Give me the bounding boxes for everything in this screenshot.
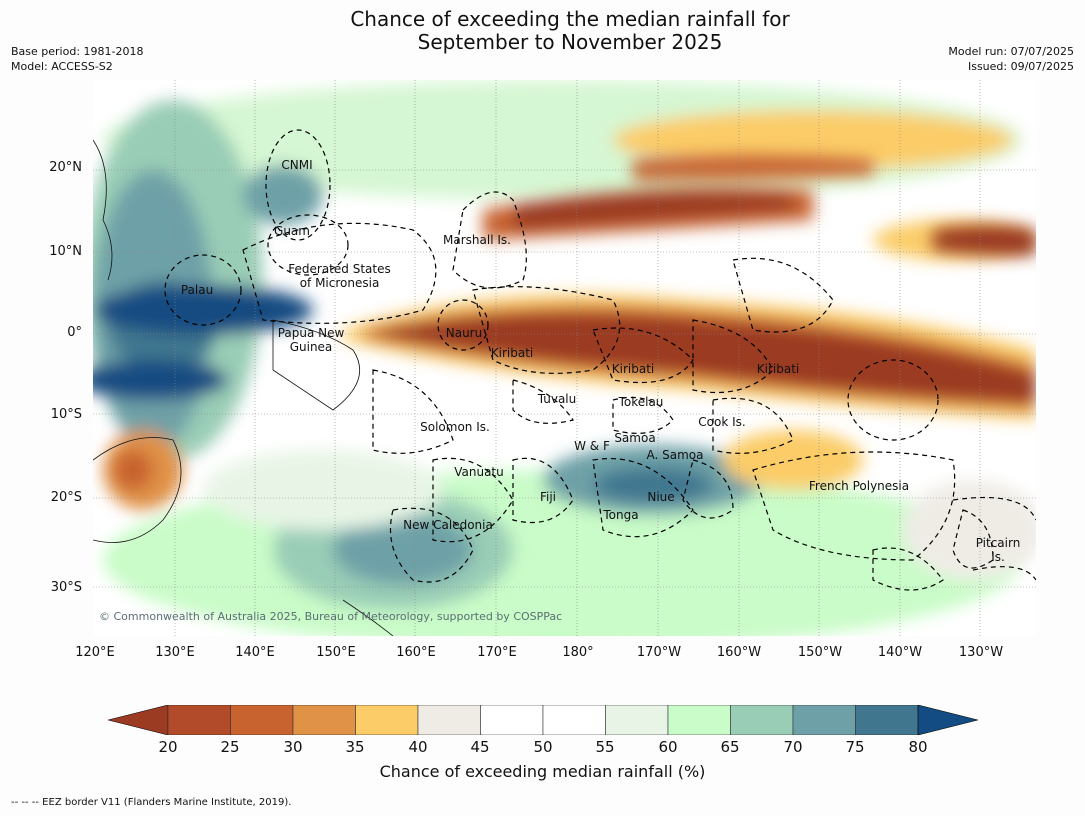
colorbar-cell: [667, 705, 731, 735]
label-pitcairn-is: Pitcairn Is.: [975, 536, 1021, 564]
cb-tick-25: 25: [220, 738, 240, 756]
colorbar-cell: [417, 705, 481, 735]
lat-tick-30s: 30°S: [50, 580, 82, 595]
cb-tick-70: 70: [783, 738, 803, 756]
colorbar-high-arrow: [917, 705, 978, 735]
cb-tick-60: 60: [658, 738, 678, 756]
dry-band: [343, 155, 1036, 420]
lon-tick-170w: 170°W: [636, 645, 682, 660]
label-vanuatu: Vanuatu: [454, 465, 504, 479]
colorbar-cell: [355, 705, 419, 735]
model-name: Model: ACCESS-S2: [11, 60, 113, 73]
label-a-samoa: A. Samoa: [646, 448, 704, 462]
rainfall-map: [93, 80, 1036, 636]
title-line-1: Chance of exceeding the median rainfall …: [350, 7, 790, 31]
eez-footnote: -- -- -- EEZ border V11 (Flanders Marine…: [11, 797, 292, 808]
lon-tick-120e: 120°E: [75, 645, 115, 660]
label-w-and-f: W & F: [574, 439, 610, 453]
cb-tick-80: 80: [908, 738, 928, 756]
label-fiji: Fiji: [539, 490, 557, 504]
label-tuvalu: Tuvalu: [537, 392, 577, 406]
lon-tick-180: 180°: [562, 645, 594, 660]
colorbar-cell: [605, 705, 669, 735]
meta-right: Model run: 07/07/2025 Issued: 09/07/2025: [948, 44, 1074, 74]
colorbar-cells: [167, 705, 919, 735]
cb-tick-30: 30: [283, 738, 303, 756]
label-samoa: Samoa: [614, 431, 656, 445]
lon-tick-160e: 160°E: [396, 645, 436, 660]
colorbar-cell: [792, 705, 856, 735]
label-png: Papua New Guinea: [277, 326, 345, 354]
colorbar-cell: [730, 705, 794, 735]
label-palau: Palau: [180, 283, 214, 297]
graticule: [93, 80, 1036, 636]
cb-tick-75: 75: [845, 738, 865, 756]
issued-date: Issued: 09/07/2025: [967, 60, 1074, 73]
label-tonga: Tonga: [603, 508, 639, 522]
cb-tick-40: 40: [408, 738, 428, 756]
colorbar-cell: [855, 705, 919, 735]
label-fsm: Federated States of Micronesia: [288, 262, 391, 290]
lon-tick-140w: 140°W: [877, 645, 923, 660]
label-tokelau: Tokelau: [618, 395, 664, 409]
label-cook-is: Cook Is.: [698, 415, 746, 429]
base-period: Base period: 1981-2018: [11, 45, 144, 58]
label-cnmi: CNMI: [281, 158, 313, 172]
meta-left: Base period: 1981-2018 Model: ACCESS-S2: [11, 44, 143, 74]
eez-borders: [164, 129, 1036, 591]
label-guam: Guam: [274, 224, 310, 238]
coastlines: [93, 139, 394, 636]
label-niue: Niue: [647, 490, 675, 504]
lon-tick-170e: 170°E: [477, 645, 517, 660]
lat-tick-20n: 20°N: [49, 160, 82, 175]
model-run: Model run: 07/07/2025: [948, 45, 1074, 58]
map-title: Chance of exceeding the median rainfall …: [0, 8, 1085, 54]
colorbar-low-arrow: [108, 705, 169, 735]
cb-tick-45: 45: [470, 738, 490, 756]
cb-tick-50: 50: [533, 738, 553, 756]
title-line-2: September to November 2025: [417, 30, 723, 54]
colorbar-cell: [230, 705, 294, 735]
label-kiribati-west: Kiribati: [490, 346, 534, 360]
lat-tick-0: 0°: [67, 325, 82, 340]
lat-tick-10s: 10°S: [50, 407, 82, 422]
cb-tick-35: 35: [345, 738, 365, 756]
label-solomon-is: Solomon Is.: [420, 420, 490, 434]
colorbar-cell: [480, 705, 544, 735]
colorbar-cell: [542, 705, 606, 735]
label-marshall-is: Marshall Is.: [443, 233, 511, 247]
lon-tick-150w: 150°W: [797, 645, 843, 660]
copyright-note: © Commonwealth of Australia 2025, Bureau…: [99, 610, 563, 623]
lon-tick-160w: 160°W: [716, 645, 762, 660]
lon-tick-140e: 140°E: [235, 645, 275, 660]
colorbar-cell: [292, 705, 356, 735]
cb-tick-55: 55: [595, 738, 615, 756]
label-kiribati-central: Kiribati: [611, 362, 655, 376]
cb-tick-65: 65: [720, 738, 740, 756]
lon-tick-150e: 150°E: [316, 645, 356, 660]
colorbar-cell: [167, 705, 231, 735]
map-svg: [93, 80, 1036, 636]
label-french-polynesia: French Polynesia: [808, 479, 910, 493]
colorbar-title: Chance of exceeding median rainfall (%): [379, 762, 706, 781]
lat-tick-20s: 20°S: [50, 490, 82, 505]
lon-tick-130e: 130°E: [155, 645, 195, 660]
colorbar: [108, 705, 978, 735]
label-kiribati-east: Kiribati: [756, 362, 800, 376]
cb-tick-20: 20: [158, 738, 178, 756]
label-nauru: Nauru: [445, 326, 483, 340]
lon-tick-130w: 130°W: [958, 645, 1004, 660]
lat-tick-10n: 10°N: [49, 244, 82, 259]
label-new-caledonia: New Caledonia: [403, 518, 493, 532]
